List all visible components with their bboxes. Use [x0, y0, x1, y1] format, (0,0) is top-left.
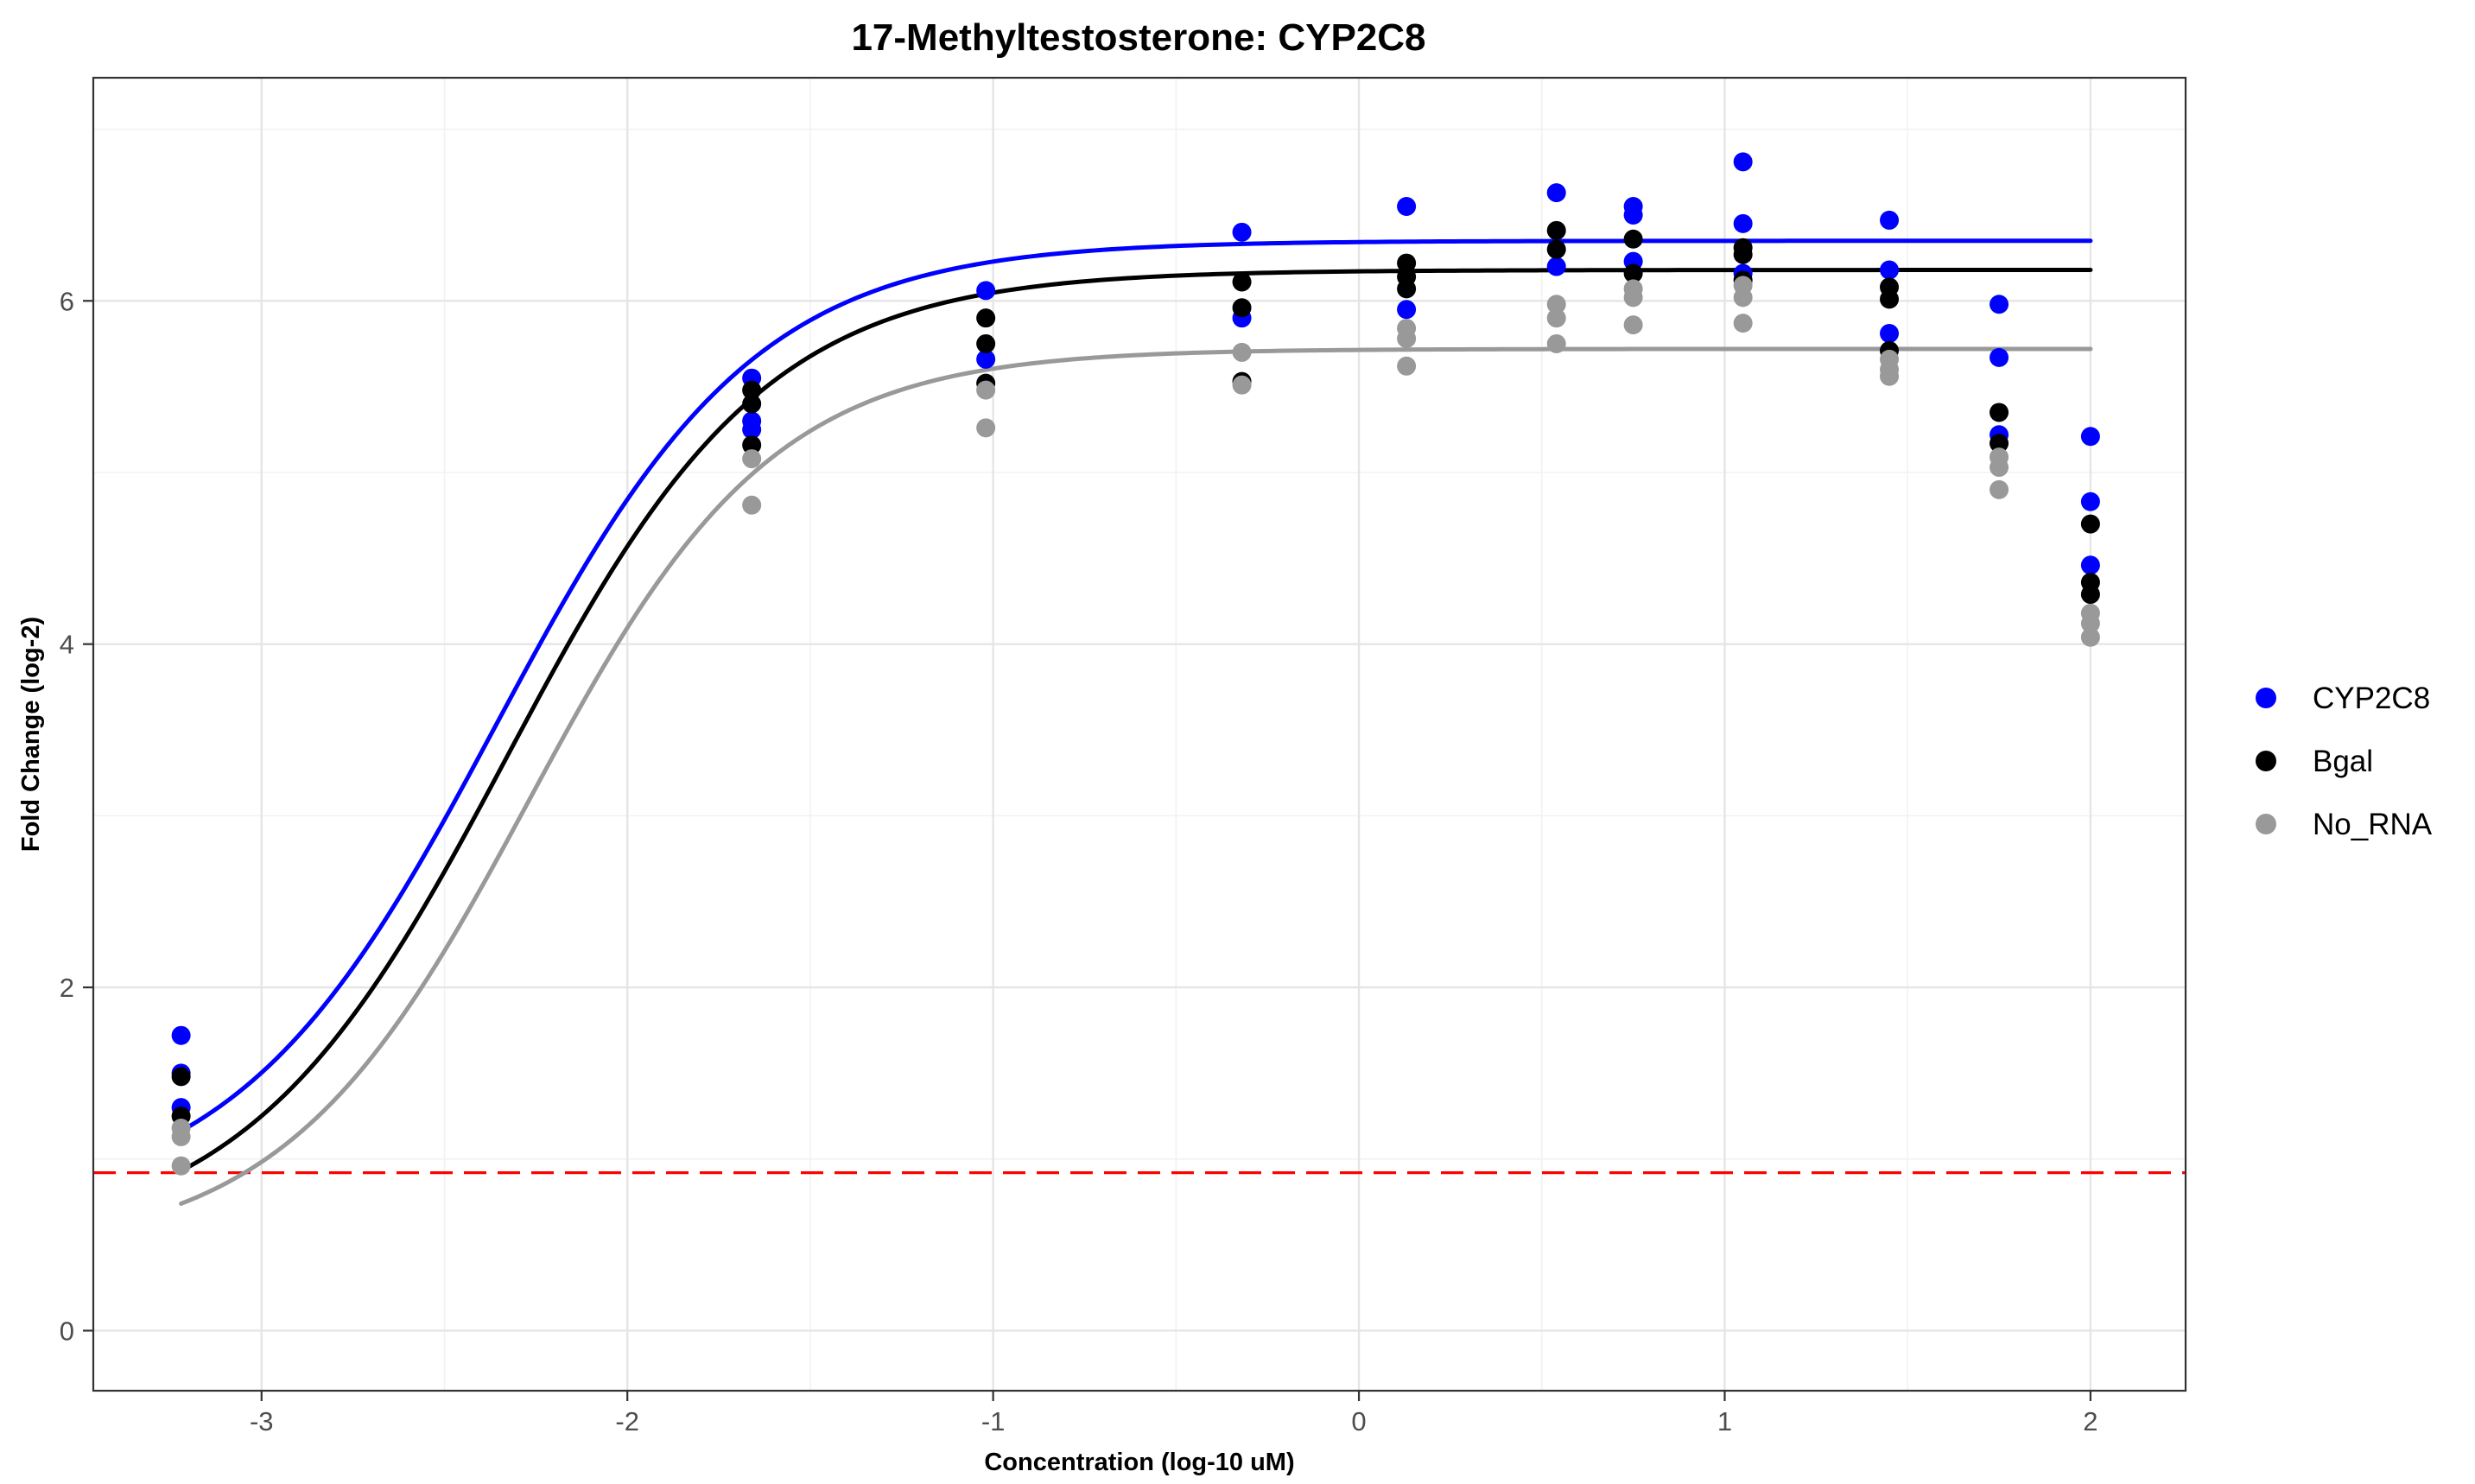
point-bgal	[976, 333, 996, 353]
point-no-rna	[2080, 627, 2100, 647]
x-tick-label: -2	[615, 1406, 639, 1436]
x-tick-label: 0	[1351, 1406, 1366, 1436]
point-cyp2c8	[1880, 210, 1900, 230]
data-points	[171, 152, 2100, 1176]
point-no-rna	[1232, 342, 1252, 362]
point-cyp2c8	[1733, 213, 1753, 233]
y-tick-label: 4	[60, 630, 74, 660]
x-axis: -3 -2 -1 0 1 2	[250, 1391, 2098, 1436]
point-cyp2c8	[1397, 300, 1417, 320]
curve-bgal	[179, 268, 2093, 1174]
point-no-rna	[1546, 295, 1566, 314]
point-no-rna	[1546, 308, 1566, 328]
point-no-rna	[1623, 315, 1643, 335]
point-no-rna	[1733, 288, 1753, 308]
point-no-rna	[1397, 356, 1417, 376]
x-tick-label: 2	[2083, 1406, 2097, 1436]
point-cyp2c8	[1880, 260, 1900, 280]
point-bgal	[1546, 239, 1566, 259]
curve-cyp2c8	[179, 238, 2093, 1133]
point-bgal	[1880, 289, 1900, 309]
point-bgal	[1397, 279, 1417, 299]
minor-gridlines	[93, 78, 2186, 1391]
point-cyp2c8	[1623, 205, 1643, 225]
point-bgal	[1990, 434, 2009, 453]
point-bgal	[2080, 585, 2100, 605]
fitted-curves	[179, 238, 2093, 1206]
legend-key-no-rna	[2256, 814, 2276, 834]
point-bgal	[171, 1067, 191, 1087]
point-no-rna	[1880, 366, 1900, 386]
point-no-rna	[1990, 479, 2009, 499]
point-cyp2c8	[1397, 197, 1417, 217]
point-cyp2c8	[742, 420, 762, 440]
y-tick-label: 6	[60, 286, 74, 316]
point-bgal	[1990, 403, 2009, 422]
point-bgal	[976, 308, 996, 328]
legend-label-bgal: Bgal	[2313, 745, 2373, 778]
legend-key-cyp2c8	[2256, 688, 2276, 708]
x-axis-title: Concentration (log-10 uM)	[984, 1449, 1294, 1476]
point-bgal	[1232, 272, 1252, 292]
y-tick-label: 2	[60, 973, 74, 1003]
point-no-rna	[2080, 613, 2100, 633]
legend: CYP2C8 Bgal No_RNA	[2256, 682, 2433, 841]
point-no-rna	[976, 418, 996, 438]
point-no-rna	[742, 449, 762, 469]
panel-background	[93, 78, 2186, 1391]
panel-border	[92, 76, 2187, 1392]
point-no-rna	[1397, 329, 1417, 349]
point-cyp2c8	[1546, 183, 1566, 203]
point-cyp2c8	[2080, 491, 2100, 511]
y-axis-title: Fold Change (log-2)	[17, 617, 45, 852]
point-bgal	[1397, 253, 1417, 273]
point-bgal	[1623, 229, 1643, 249]
point-no-rna	[1623, 288, 1643, 308]
point-cyp2c8	[1546, 257, 1566, 276]
point-cyp2c8	[976, 281, 996, 301]
chart-title: 17-Methyltestosterone: CYP2C8	[851, 16, 1425, 59]
point-no-rna	[1546, 333, 1566, 353]
point-cyp2c8	[976, 349, 996, 369]
x-tick-label: 1	[1717, 1406, 1732, 1436]
point-cyp2c8	[171, 1025, 191, 1045]
point-no-rna	[1733, 314, 1753, 333]
point-bgal	[742, 435, 762, 455]
point-no-rna	[1232, 375, 1252, 395]
point-bgal	[1623, 263, 1643, 283]
point-cyp2c8	[1880, 324, 1900, 344]
point-no-rna	[171, 1156, 191, 1176]
legend-label-no-rna: No_RNA	[2313, 808, 2433, 841]
major-gridlines	[93, 78, 2186, 1391]
point-cyp2c8	[1232, 222, 1252, 242]
point-bgal	[1733, 244, 1753, 264]
plot-panel	[92, 76, 2187, 1392]
point-cyp2c8	[2080, 427, 2100, 447]
legend-key-bgal	[2256, 751, 2276, 771]
point-no-rna	[171, 1126, 191, 1146]
y-axis: 0 2 4 6	[60, 286, 93, 1346]
curve-no-rna	[179, 346, 2093, 1206]
point-cyp2c8	[1733, 152, 1753, 172]
point-cyp2c8	[1990, 295, 2009, 314]
x-tick-label: -1	[981, 1406, 1006, 1436]
point-no-rna	[742, 495, 762, 515]
point-bgal	[742, 394, 762, 414]
point-cyp2c8	[1990, 347, 2009, 367]
x-tick-label: -3	[250, 1406, 274, 1436]
point-no-rna	[976, 380, 996, 400]
point-bgal	[1546, 220, 1566, 240]
point-bgal	[2080, 514, 2100, 534]
y-tick-label: 0	[60, 1316, 74, 1346]
point-bgal	[1232, 298, 1252, 318]
point-cyp2c8	[2080, 555, 2100, 575]
point-bgal	[742, 380, 762, 400]
legend-label-cyp2c8: CYP2C8	[2313, 682, 2430, 715]
point-no-rna	[1990, 458, 2009, 478]
